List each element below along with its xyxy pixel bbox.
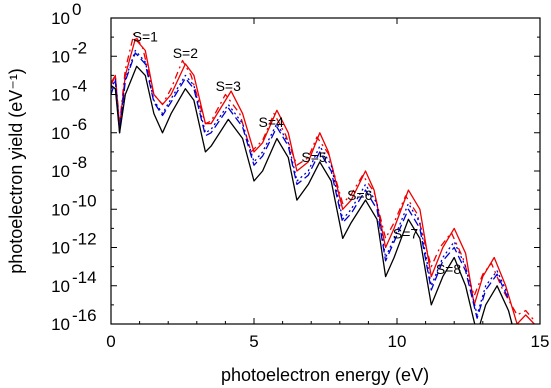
annotation-label: S=6 <box>347 187 373 203</box>
y-tick-label: 10 <box>51 47 70 66</box>
series-layer <box>111 33 535 324</box>
y-tick-label: 10 <box>51 86 70 105</box>
y-tick-label: 10 <box>51 124 70 143</box>
x-axis-label: photoelectron energy (eV) <box>221 365 429 385</box>
y-tick-exponent: -6 <box>72 115 87 134</box>
y-tick-exponent: 0 <box>72 0 81 19</box>
annotation-label: S=4 <box>259 114 285 130</box>
y-tick-exponent: -12 <box>72 230 97 249</box>
annotation-layer: S=1 S=2 S=3 S=4 S=5 S=6 S=7 S=8 <box>133 28 462 277</box>
y-tick-label: 10 <box>51 9 70 28</box>
x-tick-label: 10 <box>388 332 407 351</box>
x-tick-label: 5 <box>249 332 258 351</box>
annotation-label: S=5 <box>301 149 327 165</box>
y-tick-label: 10 <box>51 200 70 219</box>
y-tick-exponent: -8 <box>72 153 87 172</box>
x-tick-label: 15 <box>531 332 550 351</box>
y-tick-label: 10 <box>51 162 70 181</box>
series-line-2 <box>111 33 535 322</box>
y-axis-label: photoelectron yield (eV⁻¹) <box>6 68 26 274</box>
y-tick-exponent: -16 <box>72 306 97 325</box>
series-line-3 <box>111 49 510 316</box>
annotation-label: S=1 <box>133 28 159 44</box>
y-tick-label: 10 <box>51 277 70 296</box>
y-tick-label: 10 <box>51 315 70 334</box>
annotation-label: S=2 <box>173 45 199 61</box>
series-line-4 <box>111 52 510 319</box>
series-line-5 <box>111 65 513 324</box>
annotation-label: S=8 <box>436 261 462 277</box>
y-tick-exponent: -2 <box>72 38 87 57</box>
y-tick-exponent: -14 <box>72 268 97 287</box>
annotation-label: S=3 <box>216 78 242 94</box>
y-tick-exponent: -10 <box>72 191 97 210</box>
y-tick-label: 10 <box>51 239 70 258</box>
series-line-1 <box>111 38 535 324</box>
y-tick-exponent: -4 <box>72 77 87 96</box>
x-tick-label: 0 <box>106 332 115 351</box>
annotation-label: S=7 <box>393 225 419 241</box>
